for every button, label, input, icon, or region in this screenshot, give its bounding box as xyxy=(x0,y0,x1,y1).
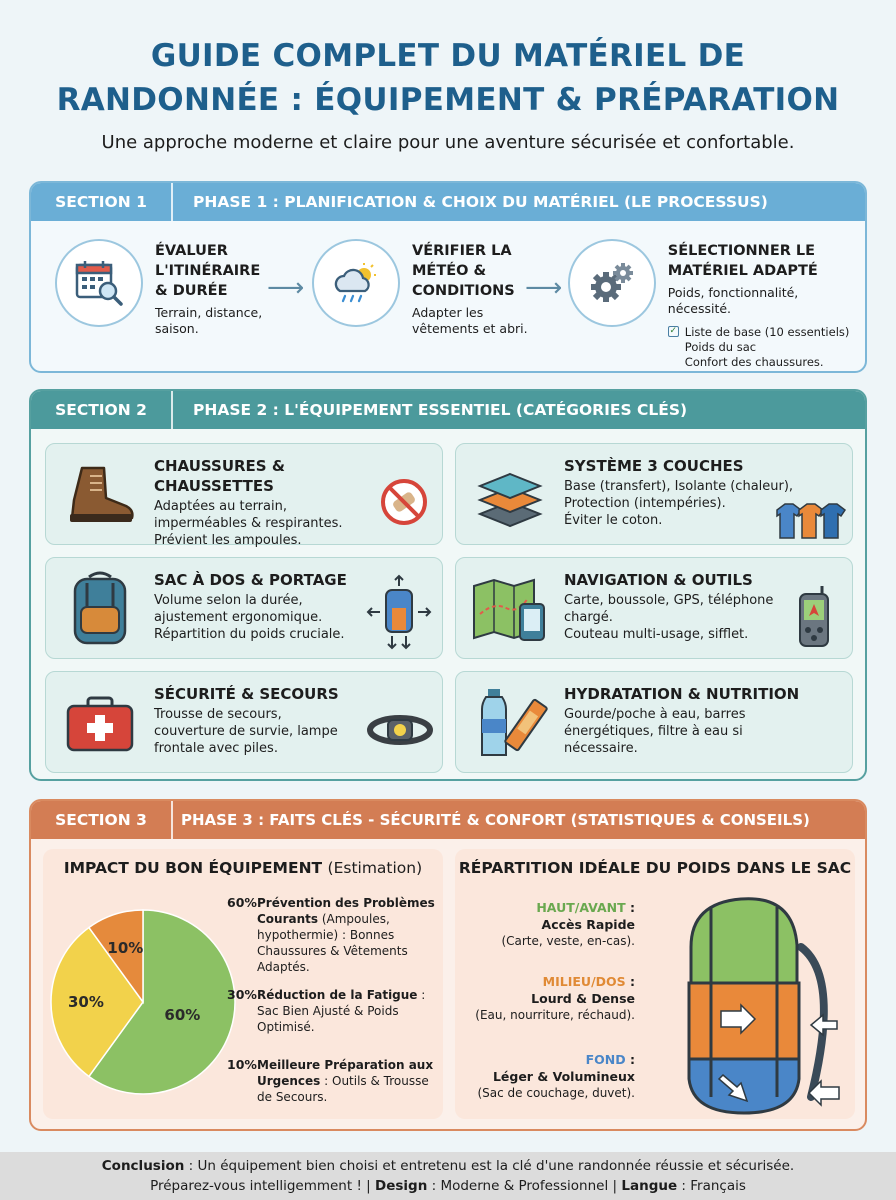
water-bottle-icon xyxy=(462,680,558,766)
headlamp-icon xyxy=(364,700,436,760)
checklist-item: ✓ Liste de base (10 essentiels) xyxy=(667,325,850,339)
step-evaluate: ÉVALUER L'ITINÉRAIRE & DURÉE Terrain, di… xyxy=(55,239,262,337)
section-2: SECTION 2 PHASE 2 : L'ÉQUIPEMENT ESSENTI… xyxy=(29,389,867,781)
impact-pie-chart: 60% 30% 10% xyxy=(50,909,236,1095)
zone-bottom: FOND : Léger & Volumineux (Sac de coucha… xyxy=(477,1052,635,1100)
step-weather-title: VÉRIFIER LA MÉTÉO & CONDITIONS xyxy=(412,243,515,299)
impact-title: IMPACT DU BON ÉQUIPEMENT (Estimation) xyxy=(63,859,423,877)
section-3: SECTION 3 PHASE 3 : FAITS CLÉS - SÉCURIT… xyxy=(29,799,867,1131)
section-3-header: SECTION 3 PHASE 3 : FAITS CLÉS - SÉCURIT… xyxy=(31,801,865,839)
calendar-search-icon xyxy=(55,239,143,327)
card-navigation: NAVIGATION & OUTILS Carte, boussole, GPS… xyxy=(455,557,853,659)
section-2-header: SECTION 2 PHASE 2 : L'ÉQUIPEMENT ESSENTI… xyxy=(31,391,865,429)
section-3-label: SECTION 3 xyxy=(31,801,173,839)
step-weather-desc: Adapter les vêtements et abri. xyxy=(412,305,528,336)
zone-top: HAUT/AVANT : Accès Rapide (Carte, veste,… xyxy=(501,900,635,948)
section-2-title: PHASE 2 : L'ÉQUIPEMENT ESSENTIEL (CATÉGO… xyxy=(193,401,688,419)
card-navigation-title: NAVIGATION & OUTILS xyxy=(564,571,753,589)
weather-icon xyxy=(312,239,400,327)
zone-middle: MILIEU/DOS : Lourd & Dense (Eau, nourrit… xyxy=(475,974,635,1022)
gps-icon xyxy=(784,582,844,652)
no-blister-icon xyxy=(374,472,434,532)
footer-line-1: Conclusion : Un équipement bien choisi e… xyxy=(101,1158,795,1174)
legend-item: 10% Meilleure Préparation aux Urgences :… xyxy=(227,1057,434,1104)
layers-icon xyxy=(462,452,558,538)
step-evaluate-desc: Terrain, distance, saison. xyxy=(155,305,263,336)
section-1-title: PHASE 1 : PLANIFICATION & CHOIX DU MATÉR… xyxy=(193,193,768,211)
card-hydration-title: HYDRATATION & NUTRITION xyxy=(564,685,800,703)
page-subtitle: Une approche moderne et claire pour une … xyxy=(101,132,795,153)
card-layers-desc: Base (transfert), Isolante (chaleur), Pr… xyxy=(564,479,794,528)
pie-slice-label: 60% xyxy=(164,1006,200,1024)
weight-panel: RÉPARTITION IDÉALE DU POIDS DANS LE SAC … xyxy=(455,849,855,1119)
map-icon xyxy=(462,566,558,652)
card-backpack: SAC À DOS & PORTAGE Volume selon la duré… xyxy=(45,557,443,659)
step-weather: VÉRIFIER LA MÉTÉO & CONDITIONS Adapter l… xyxy=(312,239,528,337)
pack-adjust-icon xyxy=(364,572,434,652)
card-safety: SÉCURITÉ & SECOURS Trousse de secours, c… xyxy=(45,671,443,773)
pie-slice-label: 10% xyxy=(107,939,143,957)
card-footwear-desc: Adaptées au terrain, imperméables & resp… xyxy=(154,499,343,548)
pie-slice xyxy=(87,909,144,1005)
checklist-item: Poids du sac xyxy=(684,340,757,354)
section-2-label: SECTION 2 xyxy=(31,391,173,429)
page-title: GUIDE COMPLET DU MATÉRIEL DE RANDONNÉE :… xyxy=(0,34,896,122)
title-line-1: GUIDE COMPLET DU MATÉRIEL DE xyxy=(150,38,746,74)
section-3-title: PHASE 3 : FAITS CLÉS - SÉCURITÉ & CONFOR… xyxy=(181,811,810,829)
arrow-right-icon: ⟶ xyxy=(525,273,563,303)
card-backpack-desc: Volume selon la durée, ajustement ergono… xyxy=(154,593,345,642)
card-backpack-title: SAC À DOS & PORTAGE xyxy=(154,571,347,589)
card-hydration-desc: Gourde/poche à eau, barres énergétiques,… xyxy=(564,707,746,756)
section-1-header: SECTION 1 PHASE 1 : PLANIFICATION & CHOI… xyxy=(31,183,865,221)
card-layers: SYSTÈME 3 COUCHES Base (transfert), Isol… xyxy=(455,443,853,545)
clothing-icon xyxy=(772,490,848,550)
pie-slice-label: 30% xyxy=(68,993,104,1011)
step-select-desc: Poids, fonctionnalité, nécessité. xyxy=(667,285,799,316)
boot-icon xyxy=(52,452,148,538)
pie-slice xyxy=(87,909,236,1095)
footer-line-2: Préparez-vous intelligemment ! | Design … xyxy=(150,1178,746,1194)
pie-slice xyxy=(50,926,144,1078)
legend-item: 30% Réduction de la Fatigue : Sac Bien A… xyxy=(227,987,426,1034)
impact-panel: IMPACT DU BON ÉQUIPEMENT (Estimation) 60… xyxy=(43,849,443,1119)
arrow-right-icon: ⟶ xyxy=(267,273,305,303)
card-hydration: HYDRATATION & NUTRITION Gourde/poche à e… xyxy=(455,671,853,773)
title-line-2: RANDONNÉE : ÉQUIPEMENT & PRÉPARATION xyxy=(56,82,840,118)
step-select-title: SÉLECTIONNER LE MATÉRIEL ADAPTÉ xyxy=(667,243,818,279)
backpack-icon xyxy=(52,566,148,652)
card-safety-title: SÉCURITÉ & SECOURS xyxy=(154,685,339,703)
section-1-label: SECTION 1 xyxy=(31,183,173,221)
step-select: SÉLECTIONNER LE MATÉRIEL ADAPTÉ Poids, f… xyxy=(568,239,865,370)
card-safety-desc: Trousse de secours, couverture de survie… xyxy=(154,707,338,756)
card-navigation-desc: Carte, boussole, GPS, téléphone chargé. … xyxy=(564,593,774,642)
backpack-zones-icon xyxy=(687,897,840,1115)
checklist-item: Confort des chaussures. xyxy=(684,355,824,369)
first-aid-kit-icon xyxy=(52,680,148,766)
section-1: SECTION 1 PHASE 1 : PLANIFICATION & CHOI… xyxy=(29,181,867,373)
checkbox-icon: ✓ xyxy=(667,326,679,337)
checklist: ✓ Liste de base (10 essentiels) Poids du … xyxy=(667,325,865,370)
footer: Conclusion : Un équipement bien choisi e… xyxy=(0,1152,896,1200)
step-evaluate-title: ÉVALUER L'ITINÉRAIRE & DURÉE xyxy=(155,243,261,299)
legend-item: 60% Prévention des Problèmes Courants (A… xyxy=(227,895,435,974)
card-layers-title: SYSTÈME 3 COUCHES xyxy=(564,457,744,475)
gears-icon xyxy=(568,239,656,327)
card-footwear-title: CHAUSSURES & CHAUSSETTES xyxy=(154,457,285,495)
card-footwear: CHAUSSURES & CHAUSSETTES Adaptées au ter… xyxy=(45,443,443,548)
weight-title: RÉPARTITION IDÉALE DU POIDS DANS LE SAC xyxy=(458,859,852,877)
